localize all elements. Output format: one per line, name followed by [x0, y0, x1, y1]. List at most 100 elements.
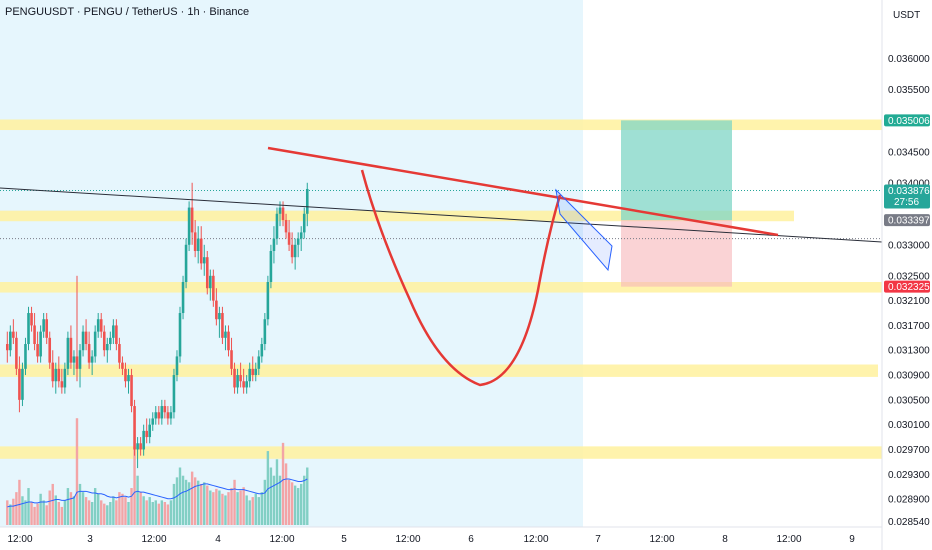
volume-bar — [218, 490, 221, 525]
candle-body — [115, 325, 118, 345]
candle-body — [45, 319, 48, 338]
candle-body — [248, 368, 251, 382]
candle-body — [178, 313, 182, 357]
volume-bar — [303, 475, 306, 525]
volume-bar — [109, 502, 112, 525]
candle-body — [42, 319, 45, 332]
session-highlight — [0, 0, 583, 527]
candle-body — [87, 344, 91, 363]
candle-body — [272, 238, 276, 251]
volume-bar — [266, 451, 270, 525]
price-tag-label: 0.033876 — [888, 186, 930, 197]
x-tick-label: 4 — [215, 534, 221, 545]
candle-body — [199, 238, 203, 264]
volume-bar — [90, 502, 94, 525]
candle-body — [281, 207, 285, 220]
candle-body — [96, 319, 100, 332]
price-tag-label: 0.032325 — [888, 282, 930, 293]
volume-bar — [69, 492, 73, 525]
candle-body — [51, 362, 55, 382]
volume-bar — [93, 488, 97, 525]
volume-bar — [193, 477, 197, 525]
volume-bar — [254, 493, 257, 525]
candle-body — [287, 232, 291, 245]
volume-bar — [39, 493, 42, 525]
candle-body — [260, 344, 264, 357]
candle-body — [196, 238, 200, 251]
candle-body — [236, 375, 239, 388]
x-tick-label: 5 — [341, 534, 347, 545]
candle-body — [166, 412, 170, 419]
candle-body — [54, 368, 58, 382]
chart-title: PENGUUSDT · PENGU / TetherUS · 1h · Bina… — [5, 6, 250, 18]
volume-bar — [215, 488, 218, 525]
volume-bar — [12, 498, 15, 525]
candle-body — [278, 207, 282, 214]
volume-bar — [97, 493, 100, 525]
volume-bar — [233, 479, 236, 525]
candle-body — [78, 350, 82, 369]
volume-bar — [66, 488, 70, 525]
candle-body — [60, 381, 64, 388]
candle-body — [27, 313, 30, 345]
volume-bar — [263, 479, 267, 525]
volume-bar — [118, 492, 121, 525]
volume-bar — [154, 500, 157, 525]
candle-body — [163, 406, 167, 413]
candle-body — [136, 443, 139, 450]
candle-body — [299, 232, 303, 239]
y-tick-label: 0.028900 — [888, 495, 930, 506]
candle-body — [242, 381, 245, 388]
candle-body — [293, 244, 297, 258]
y-tick-label: 0.031300 — [888, 346, 930, 357]
volume-bar — [221, 493, 224, 525]
candle-body — [124, 368, 127, 382]
volume-bar — [242, 487, 245, 525]
volume-bar — [163, 502, 167, 525]
volume-bar — [51, 483, 54, 525]
volume-bar — [42, 500, 45, 525]
volume-ma-line — [7, 478, 308, 508]
volume-bar — [300, 483, 303, 525]
volume-bar — [148, 497, 151, 525]
volume-bar — [172, 483, 176, 525]
volume-bar — [196, 480, 200, 525]
volume-bar — [212, 492, 215, 525]
candle-body — [112, 325, 115, 338]
candle-body — [284, 219, 288, 233]
candle-body — [105, 344, 109, 351]
volume-bar — [275, 459, 279, 525]
candle-body — [15, 337, 18, 369]
candle-body — [145, 430, 148, 438]
candle-body — [72, 356, 76, 363]
volume-bar — [57, 502, 61, 525]
y-tick-label: 0.030100 — [888, 420, 930, 431]
candle-body — [93, 331, 97, 357]
volume-bar — [184, 479, 188, 525]
candle-body — [57, 368, 61, 382]
x-tick-label: 9 — [849, 534, 855, 545]
candle-body — [66, 337, 70, 369]
y-tick-label: 0.032100 — [888, 296, 930, 307]
candle-body — [227, 331, 230, 351]
candle-body — [184, 244, 188, 283]
volume-bar — [115, 500, 118, 525]
x-tick-label: 12:00 — [141, 534, 166, 545]
volume-bar — [87, 500, 91, 525]
volume-bar — [124, 497, 127, 525]
candle-body — [245, 381, 248, 388]
candle-body — [33, 325, 36, 345]
volume-bar — [187, 482, 191, 525]
volume-bar — [145, 500, 148, 525]
candle-body — [48, 337, 52, 363]
resistance-line — [267, 146, 779, 237]
trend-line-long — [0, 187, 883, 243]
y-tick-label: 0.034500 — [888, 147, 930, 158]
candle-body — [102, 331, 106, 351]
candle-body — [257, 356, 261, 369]
volume-bar — [239, 490, 242, 525]
candle-body — [224, 331, 227, 338]
x-tick-label: 12:00 — [776, 534, 801, 545]
currency-label: USDT — [893, 10, 920, 21]
